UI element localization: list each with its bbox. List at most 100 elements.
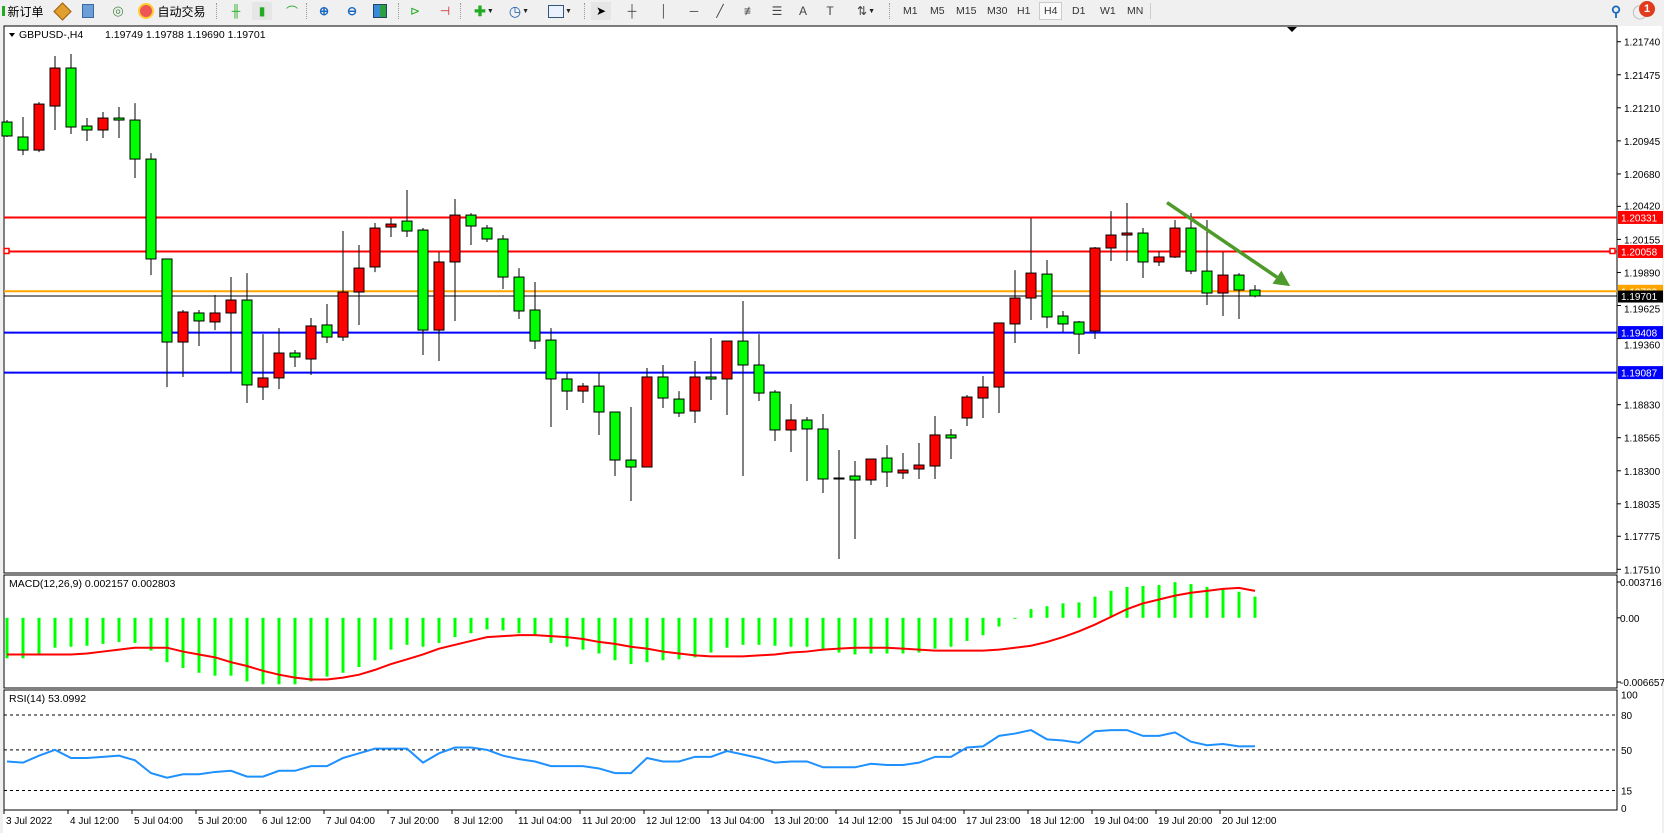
- timeframe-d1[interactable]: D1: [1072, 5, 1086, 17]
- new-order-button[interactable]: 新订单: [2, 2, 44, 20]
- bear-candle-body: [113, 117, 125, 121]
- candle: [1185, 213, 1197, 275]
- line-chart-icon[interactable]: ⌒: [285, 4, 298, 19]
- candle: [849, 461, 861, 539]
- arrows-button[interactable]: ⇅ ▼: [852, 2, 880, 20]
- crosshair-icon[interactable]: ┼: [627, 4, 637, 18]
- bear-candle-body: [129, 119, 141, 160]
- candlestick-icon[interactable]: ▮: [252, 2, 272, 20]
- chevron-down-icon: ▼: [486, 7, 494, 15]
- timeframe-m30[interactable]: M30: [987, 5, 1008, 17]
- tile-windows-icon[interactable]: [370, 2, 390, 20]
- time-tick-label: 17 Jul 23:00: [966, 816, 1021, 827]
- timeframe-m5[interactable]: M5: [930, 5, 945, 17]
- notification-badge: 1: [1639, 1, 1655, 17]
- chart-background: [3, 26, 1662, 833]
- price-tag-label: 1.19408: [1621, 329, 1658, 340]
- market-watch-icon[interactable]: [52, 1, 72, 21]
- price-tick-label: 1.21210: [1624, 104, 1661, 115]
- candle: [97, 112, 109, 138]
- line-handle[interactable]: [1609, 247, 1616, 255]
- bear-candle-body: [817, 428, 829, 480]
- candle: [705, 338, 717, 401]
- macd-bar: [1013, 617, 1017, 619]
- line-handle[interactable]: [3, 247, 10, 255]
- vertical-line-icon[interactable]: │: [660, 4, 668, 18]
- timeframe-m1[interactable]: M1: [903, 5, 918, 17]
- auto-scroll-icon[interactable]: ⊳: [409, 4, 421, 18]
- bear-candle-body: [705, 376, 717, 380]
- cursor-icon[interactable]: ➤: [591, 2, 611, 20]
- navigator-icon[interactable]: [78, 2, 98, 20]
- candle: [513, 268, 525, 319]
- timeframe-h4[interactable]: H4: [1039, 2, 1063, 20]
- candle: [977, 375, 989, 419]
- text-label-icon[interactable]: T: [826, 4, 834, 18]
- zoom-in-icon[interactable]: ⊕: [318, 4, 330, 18]
- candle: [1089, 247, 1101, 340]
- arrows-icon: ⇅: [857, 4, 868, 18]
- macd-bar: [165, 617, 169, 663]
- price-pane-frame: [3, 25, 1618, 574]
- bull-candle-body: [225, 299, 237, 314]
- bear-candle-body: [801, 419, 813, 430]
- auto-trading-button[interactable]: 自动交易: [136, 2, 208, 20]
- candle: [449, 198, 461, 321]
- bear-candle-body: [1137, 232, 1149, 263]
- bull-candle-body: [1009, 297, 1021, 325]
- bar-chart-icon[interactable]: ╫: [231, 4, 241, 18]
- templates-button[interactable]: ▼: [544, 2, 576, 20]
- periods-button[interactable]: ◷ ▼: [504, 2, 534, 20]
- macd-bar: [1237, 591, 1241, 618]
- candle: [113, 107, 125, 138]
- chart-shift-marker[interactable]: [1287, 27, 1297, 32]
- macd-bar: [149, 617, 153, 651]
- trend-arrow-head[interactable]: [1272, 270, 1291, 287]
- fibo-channel-icon[interactable]: ≢: [744, 4, 756, 18]
- horizontal-line-icon[interactable]: ─: [689, 4, 699, 18]
- indicators-button[interactable]: ✚ ▼: [469, 2, 499, 20]
- bear-candle-body: [1, 121, 13, 137]
- symbol-dropdown-icon[interactable]: [9, 33, 15, 37]
- macd-bar: [533, 617, 537, 636]
- bear-candle-body: [1073, 321, 1085, 335]
- timeframe-h1[interactable]: H1: [1017, 5, 1031, 17]
- price-pane[interactable]: GBPUSD-,H4 1.19749 1.19788 1.19690 1.197…: [3, 25, 1618, 574]
- timeframe-mn[interactable]: MN: [1127, 5, 1144, 17]
- time-tick-label: 8 Jul 12:00: [454, 816, 503, 827]
- candle: [81, 118, 93, 141]
- macd-bar: [965, 617, 969, 641]
- price-tag-label: 1.19087: [1621, 369, 1658, 380]
- signals-icon[interactable]: ◎: [112, 3, 124, 18]
- chart-shift-icon[interactable]: ⊣: [439, 4, 451, 18]
- bull-candle-body: [929, 434, 941, 467]
- price-tick-label: 1.18565: [1624, 434, 1661, 445]
- chart-window[interactable]: GBPUSD-,H4 1.19749 1.19788 1.19690 1.197…: [0, 23, 1664, 833]
- trendline-icon[interactable]: ╱: [716, 4, 724, 18]
- text-icon[interactable]: A: [798, 4, 807, 18]
- timeframe-w1[interactable]: W1: [1100, 5, 1116, 17]
- bull-candle-body: [353, 267, 365, 293]
- zoom-out-icon[interactable]: ⊖: [346, 4, 358, 18]
- bull-candle-body: [1105, 234, 1117, 249]
- candle: [609, 411, 621, 477]
- bear-candle-body: [321, 324, 333, 338]
- candle: [1217, 251, 1229, 316]
- candle: [433, 251, 445, 362]
- bear-candle-body: [753, 364, 765, 394]
- price-tag: [1618, 244, 1663, 258]
- bull-candle-body: [833, 477, 845, 480]
- candle: [321, 304, 333, 344]
- macd-bar: [341, 617, 345, 673]
- macd-pane[interactable]: MACD(12,26,9) 0.002157 0.002803: [3, 574, 1618, 689]
- trend-arrow-line[interactable]: [1166, 201, 1278, 279]
- bid-tag: [1618, 290, 1663, 303]
- search-icon[interactable]: ⚲: [1610, 2, 1622, 19]
- toolbar-separator: [216, 3, 217, 19]
- candle: [225, 277, 237, 372]
- symbol-label: GBPUSD-,H4: [19, 29, 83, 41]
- fibo-retracement-icon[interactable]: ☰: [771, 4, 783, 18]
- candle: [673, 391, 685, 418]
- timeframe-m15[interactable]: M15: [956, 5, 977, 17]
- candle: [913, 442, 925, 479]
